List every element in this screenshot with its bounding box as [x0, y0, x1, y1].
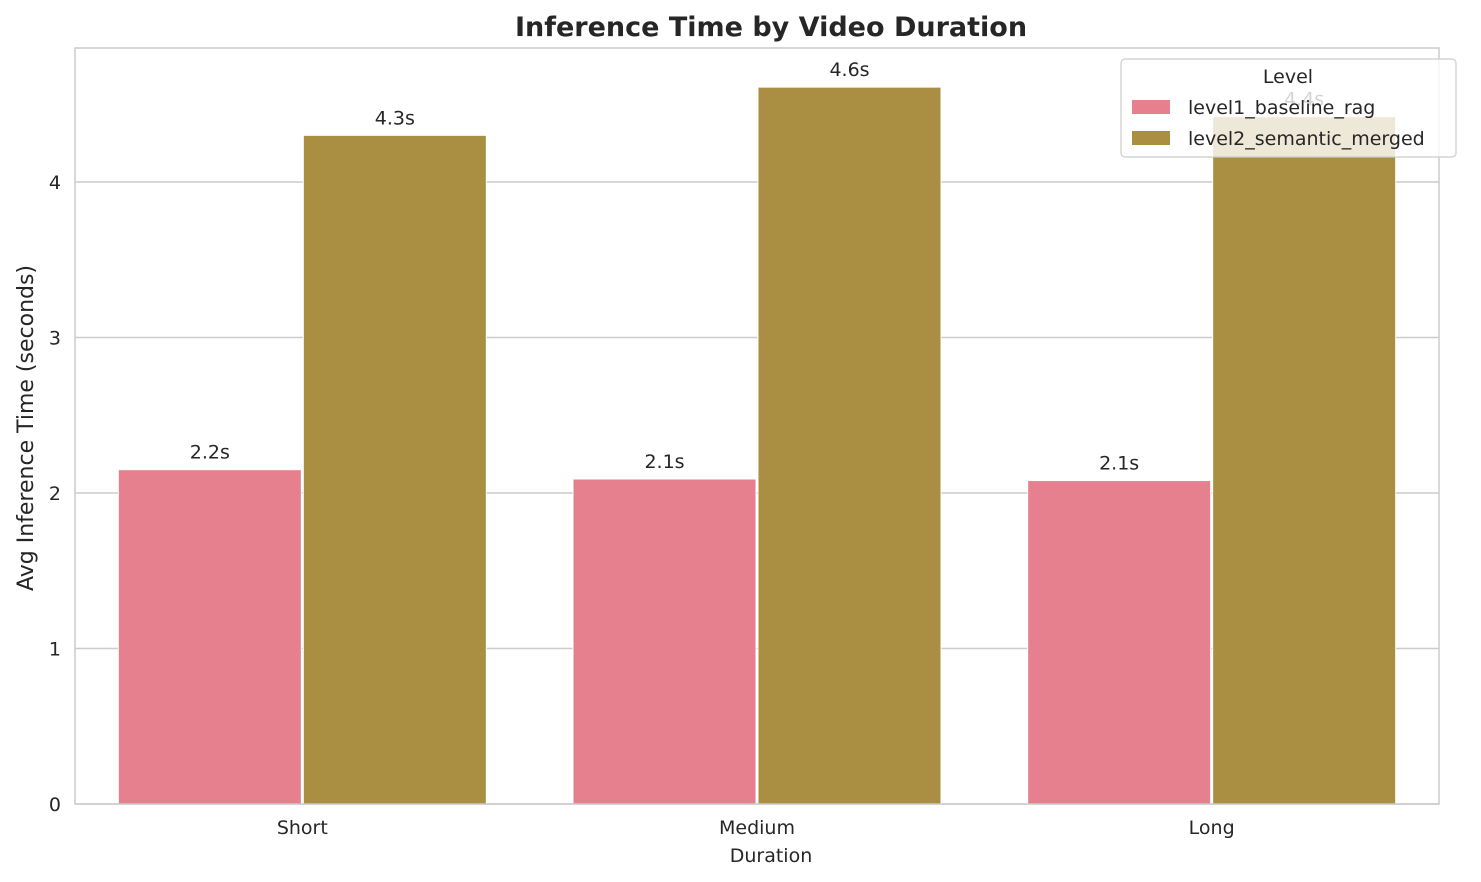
- y-tick-label: 0: [49, 794, 61, 816]
- bar-level1_baseline_rag-long: [1027, 480, 1212, 805]
- y-tick-label: 1: [49, 639, 61, 661]
- bar-level2_semantic_merged-long: [1212, 116, 1397, 805]
- legend-box: [1120, 58, 1457, 158]
- chart-title: Inference Time by Video Duration: [515, 12, 1027, 43]
- y-tick-label: 3: [49, 328, 61, 350]
- bar-level2_semantic_merged-short: [302, 134, 487, 805]
- x-tick-label: Long: [1189, 817, 1235, 839]
- legend-label: level1_baseline_rag: [1188, 97, 1375, 119]
- legend-swatch: [1132, 131, 1170, 145]
- bar-value-labels: 2.2s4.3s2.1s4.6s2.1s4.4s: [190, 59, 1324, 474]
- y-tick-label: 4: [49, 172, 61, 194]
- bar-level1_baseline_rag-medium: [572, 478, 757, 805]
- bar-level2_semantic_merged-medium: [757, 86, 942, 805]
- legend-title: Level: [1263, 66, 1313, 88]
- bar-value-label: 4.3s: [375, 107, 415, 129]
- x-tick-label: Short: [277, 817, 328, 839]
- x-tick-label: Medium: [719, 817, 795, 839]
- legend: Level level1_baseline_rag level2_semantic…: [1120, 58, 1457, 158]
- y-tick-label: 2: [49, 483, 61, 505]
- legend-items: level1_baseline_rag level2_semantic_merge…: [1132, 97, 1425, 150]
- bars: [117, 86, 1397, 805]
- legend-swatch: [1132, 100, 1170, 114]
- x-tick-labels: Short Medium Long: [277, 817, 1235, 839]
- bar-value-label: 2.1s: [644, 451, 684, 473]
- x-axis-label: Duration: [730, 845, 813, 867]
- y-axis-label: Avg Inference Time (seconds): [14, 265, 39, 591]
- legend-label: level2_semantic_merged: [1188, 128, 1425, 150]
- plot-frame: [74, 47, 1440, 805]
- bar-value-label: 2.2s: [190, 442, 230, 464]
- bar-value-label: 2.1s: [1099, 453, 1139, 475]
- bar-level1_baseline_rag-short: [117, 469, 302, 805]
- bar-value-label: 4.6s: [829, 59, 869, 81]
- y-tick-labels: 0 1 2 3 4: [49, 172, 61, 816]
